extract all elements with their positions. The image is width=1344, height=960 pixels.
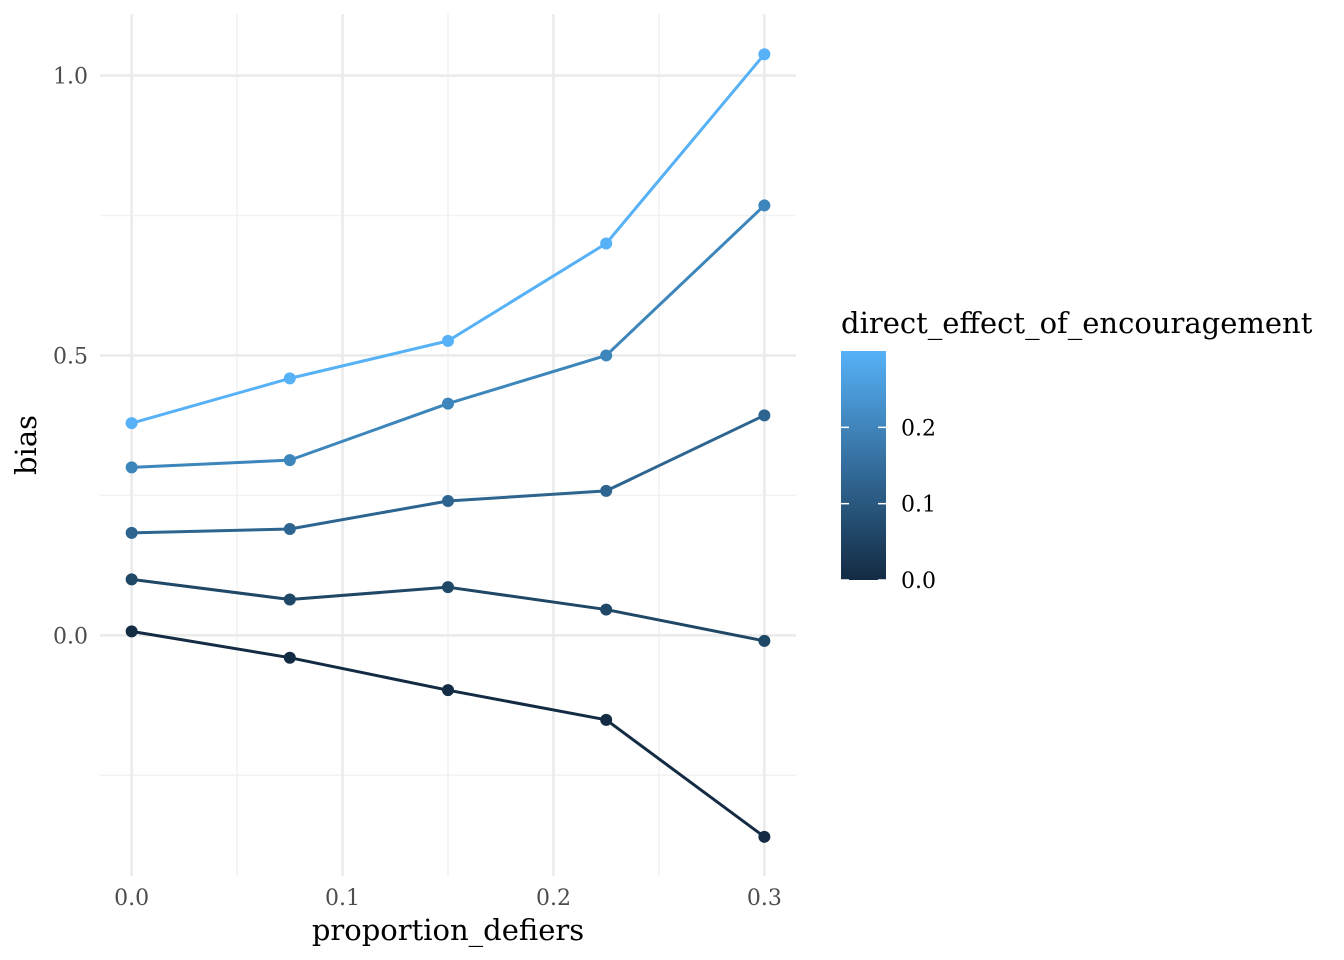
- x-tick-label: 0.0: [114, 886, 149, 911]
- series-group: [125, 48, 771, 843]
- data-point: [442, 334, 454, 347]
- series-1: [125, 573, 771, 647]
- data-point: [442, 684, 454, 697]
- colorbar-tick-label: 0.0: [901, 569, 936, 594]
- x-axis-ticks: 0.0 0.1 0.2 0.3: [114, 886, 782, 911]
- data-point: [600, 713, 613, 726]
- y-tick-label: 0.0: [53, 624, 88, 649]
- data-point: [125, 417, 138, 430]
- legend: direct_effect_of_encouragement 0.0 0.1 0.2: [841, 306, 1313, 594]
- data-point: [600, 237, 613, 250]
- data-point: [125, 573, 138, 586]
- series-2: [125, 409, 771, 539]
- colorbar-ticks: 0.0 0.1 0.2: [841, 416, 936, 594]
- x-tick-label: 0.1: [325, 886, 360, 911]
- data-point: [442, 581, 454, 594]
- x-tick-label: 0.2: [536, 886, 571, 911]
- y-axis-ticks: 0.0 0.5 1.0: [53, 65, 88, 650]
- y-axis-title: bias: [9, 415, 43, 475]
- data-point: [125, 526, 138, 539]
- colorbar-tick-label: 0.2: [901, 416, 936, 441]
- data-point: [758, 409, 771, 422]
- legend-title: direct_effect_of_encouragement: [841, 306, 1313, 341]
- x-tick-label: 0.3: [747, 886, 782, 911]
- colorbar-tick-label: 0.1: [901, 493, 936, 518]
- data-point: [758, 48, 771, 61]
- data-point: [125, 625, 138, 638]
- y-tick-label: 1.0: [53, 65, 88, 90]
- data-point: [283, 372, 296, 385]
- data-point: [600, 603, 613, 616]
- data-point: [758, 634, 771, 647]
- data-point: [283, 522, 296, 535]
- colorbar: [841, 351, 886, 580]
- x-axis-title: proportion_defiers: [312, 913, 584, 948]
- series-3: [125, 199, 771, 474]
- data-point: [600, 349, 613, 362]
- y-tick-label: 0.5: [53, 344, 88, 369]
- data-point: [600, 484, 613, 497]
- series-0: [125, 625, 771, 843]
- data-point: [758, 199, 771, 212]
- data-point: [283, 593, 296, 606]
- series-4: [125, 48, 771, 430]
- data-point: [758, 830, 771, 843]
- data-point: [125, 461, 138, 474]
- data-point: [442, 494, 454, 507]
- data-point: [283, 651, 296, 664]
- data-point: [442, 397, 454, 410]
- data-point: [283, 454, 296, 467]
